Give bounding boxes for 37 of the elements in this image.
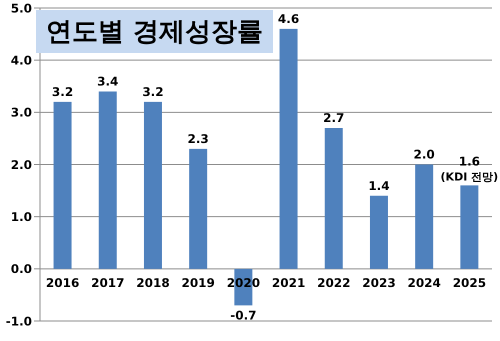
bar — [370, 196, 388, 269]
x-tick-label: 2025 — [452, 276, 486, 290]
x-tick-label: 2016 — [46, 276, 80, 290]
x-tick-label: 2019 — [181, 276, 215, 290]
x-tick-label: 2018 — [136, 276, 170, 290]
bar — [460, 185, 478, 269]
x-tick-label: 2023 — [362, 276, 396, 290]
data-label: 4.6 — [278, 12, 300, 26]
data-label: 1.6 — [458, 154, 480, 168]
bar — [415, 164, 434, 269]
data-label: 1.4 — [368, 178, 390, 193]
y-tick-label: 0.0 — [10, 262, 32, 276]
bar — [144, 102, 162, 269]
bar — [280, 28, 298, 269]
data-label: 2.7 — [323, 110, 344, 125]
data-label: 2.3 — [188, 132, 209, 146]
x-tick-label: 2022 — [317, 276, 351, 290]
annotation: (KDI 전망) — [440, 170, 498, 184]
x-tick-label: 2024 — [407, 276, 441, 290]
y-tick-label: 1.0 — [10, 210, 32, 224]
bar — [189, 148, 208, 269]
y-tick-label: 5.0 — [10, 1, 32, 16]
chart-title: 연도별 경제성장률 — [36, 10, 274, 53]
y-tick-label: -1.0 — [6, 314, 32, 328]
x-tick-label: 2017 — [91, 276, 125, 290]
data-label: 3.2 — [52, 84, 74, 99]
data-label: 2.0 — [414, 148, 435, 162]
x-tick-label: 2021 — [272, 276, 306, 290]
y-tick-label: 4.0 — [10, 53, 32, 68]
data-label: 3.4 — [97, 74, 118, 88]
data-label: 3.2 — [142, 84, 164, 99]
y-tick-label: 3.0 — [10, 106, 32, 120]
bar — [324, 128, 343, 269]
y-tick-label: 2.0 — [10, 158, 32, 172]
bar — [98, 91, 117, 269]
data-label: -0.7 — [230, 308, 256, 322]
bar — [54, 102, 72, 269]
